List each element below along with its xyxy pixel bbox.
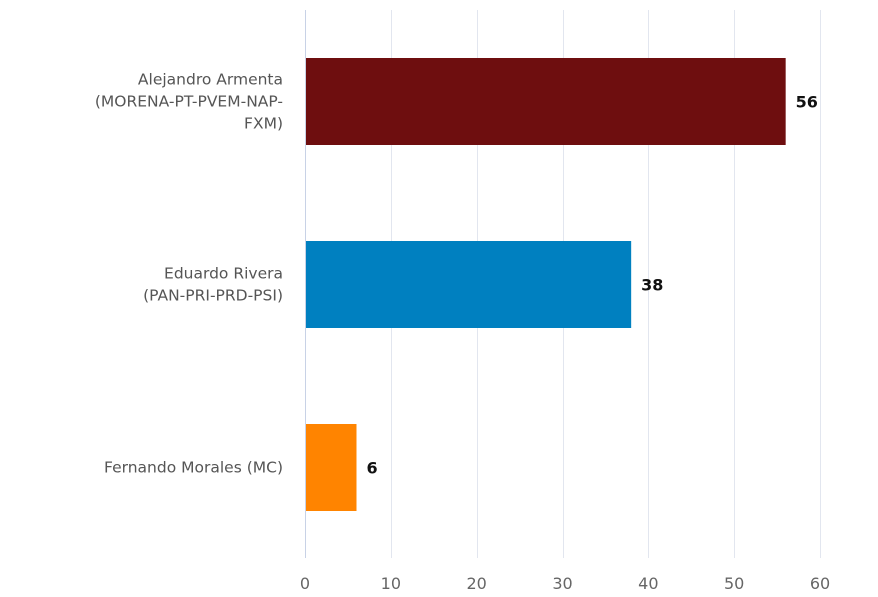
bar-1	[306, 58, 786, 145]
category-label-1: Alejandro Armenta (MORENA-PT-PVEM-NAP- FXM…	[95, 71, 283, 133]
data-label-1: 56	[796, 93, 818, 112]
x-tick-label-60: 60	[810, 574, 830, 593]
labels: 0 10 20 30 40 50 60 56 Alejandro Armenta (MORENA-…	[95, 71, 830, 594]
x-tick-label-50: 50	[724, 574, 744, 593]
x-tick-label-20: 20	[466, 574, 486, 593]
category-label-line: FXM)	[244, 115, 283, 133]
x-tick-label-40: 40	[638, 574, 658, 593]
x-tick-label-10: 10	[381, 574, 401, 593]
x-tick-label-0: 0	[300, 574, 310, 593]
category-label-line: Fernando Morales (MC)	[104, 459, 283, 477]
data-label-3: 6	[367, 459, 378, 478]
category-label-line: Alejandro Armenta	[138, 71, 283, 89]
bars	[306, 58, 786, 511]
data-label-2: 38	[641, 276, 663, 295]
bar-3	[306, 424, 357, 511]
category-label-line: (PAN-PRI-PRD-PSI)	[143, 287, 283, 305]
category-label-3: Fernando Morales (MC)	[104, 459, 283, 477]
x-tick-label-30: 30	[552, 574, 572, 593]
bar-2	[306, 241, 632, 328]
category-label-2: Eduardo Rivera (PAN-PRI-PRD-PSI)	[143, 265, 283, 305]
category-label-line: Eduardo Rivera	[164, 265, 283, 283]
category-label-line: (MORENA-PT-PVEM-NAP-	[95, 93, 283, 111]
